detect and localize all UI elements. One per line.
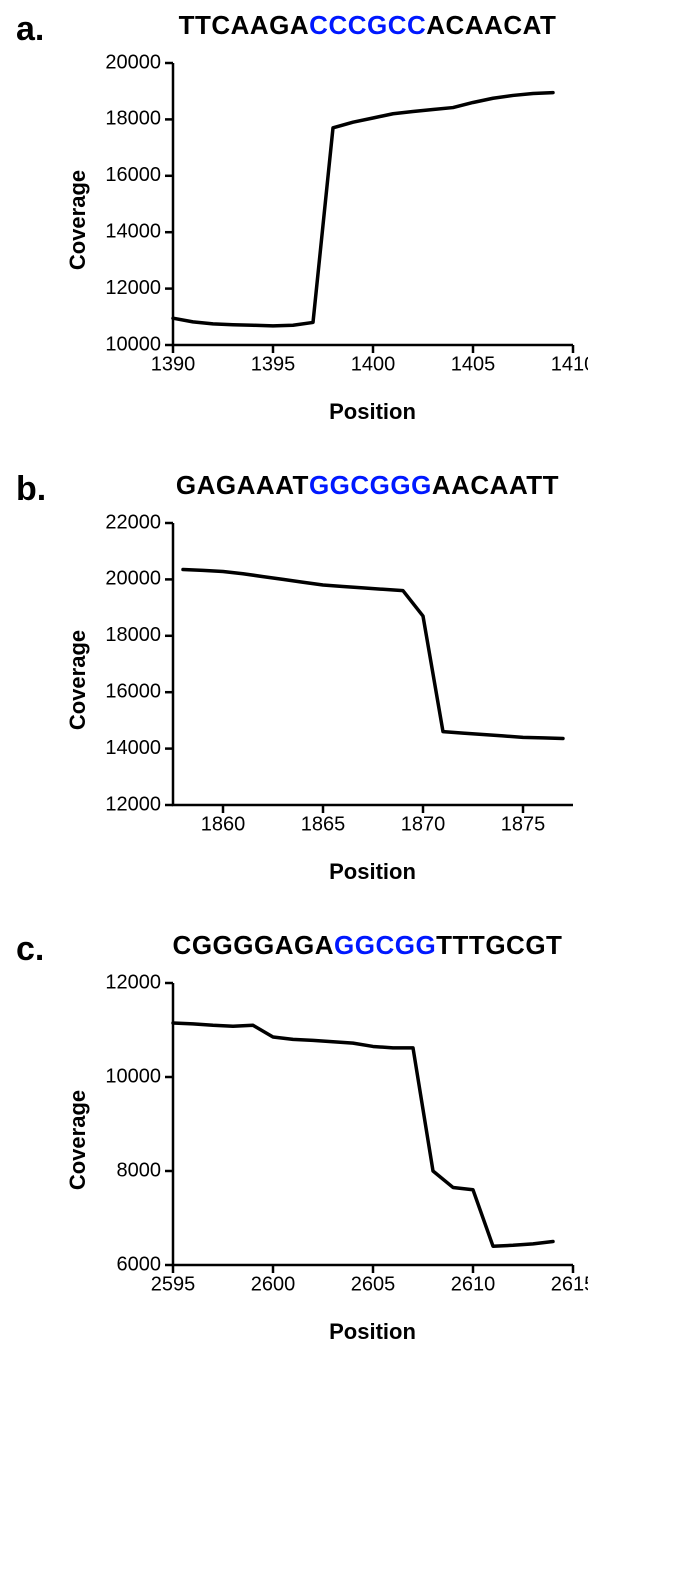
x-axis-label: Position: [88, 399, 588, 425]
x-tick-label: 1400: [350, 354, 395, 376]
x-axis-label: Position: [88, 1319, 588, 1345]
y-tick-label: 8000: [116, 1159, 161, 1181]
x-tick-label: 1875: [500, 814, 545, 836]
y-axis-label: Coverage: [65, 170, 91, 270]
x-tick-label: 1410: [550, 354, 587, 376]
panel-label: b.: [16, 470, 46, 509]
y-tick-label: 20000: [105, 51, 161, 73]
x-tick-label: 1870: [400, 814, 445, 836]
sequence-segment: TTCAAGA: [179, 10, 310, 40]
x-tick-label: 2615: [550, 1274, 587, 1296]
figure-container: a. TTCAAGACCCGCCACAACAT Coverage 10000 12000…: [0, 0, 675, 1375]
panel-c: c. CGGGGAGAGGCGGTTTGCGT Coverage 6000 8000 10…: [10, 930, 665, 1345]
sequence-title: TTCAAGACCCGCCACAACAT: [70, 10, 665, 41]
axis-lines: [173, 63, 573, 345]
panel-label: a.: [16, 10, 44, 49]
x-tick-label: 1405: [450, 354, 495, 376]
x-tick-label: 2610: [450, 1274, 495, 1296]
y-tick-label: 22000: [105, 511, 161, 533]
panel-b: b. GAGAAATGGCGGGAACAATT Coverage 12000 14000…: [10, 470, 665, 885]
sequence-segment: ACAACAT: [426, 10, 556, 40]
y-tick-label: 12000: [105, 793, 161, 815]
y-tick-label: 14000: [105, 220, 161, 242]
x-tick-label: 1395: [250, 354, 295, 376]
data-line: [173, 1023, 553, 1246]
y-tick-label: 16000: [105, 680, 161, 702]
sequence-segment: CCCGCC: [309, 10, 426, 40]
chart-svg: 10000 12000 14000 16000 18000 20000 1390 1395 14…: [88, 45, 588, 395]
x-axis-label: Position: [88, 859, 588, 885]
y-tick-label: 18000: [105, 108, 161, 130]
sequence-segment: GAGAAAT: [176, 470, 309, 500]
y-tick-label: 14000: [105, 737, 161, 759]
sequence-segment: TTTGCGT: [436, 930, 562, 960]
plot-area: Coverage12000140001600018000200002200018…: [88, 505, 588, 855]
y-tick-label: 12000: [105, 971, 161, 993]
panel-label: c.: [16, 930, 44, 969]
y-tick-label: 10000: [105, 333, 161, 355]
x-tick-label: 1390: [150, 354, 195, 376]
data-line: [183, 570, 563, 739]
x-tick-label: 1865: [300, 814, 345, 836]
sequence-segment: GGCGGG: [309, 470, 432, 500]
panel-a: a. TTCAAGACCCGCCACAACAT Coverage 10000 12000…: [10, 10, 665, 425]
axis-lines: [173, 523, 573, 805]
y-axis-label: Coverage: [65, 1090, 91, 1190]
y-tick-label: 10000: [105, 1065, 161, 1087]
x-tick-label: 1860: [200, 814, 245, 836]
data-line: [173, 93, 553, 326]
sequence-segment: AACAATT: [432, 470, 559, 500]
plot-area: Coverage10000120001400016000180002000013…: [88, 45, 588, 395]
y-tick-label: 6000: [116, 1253, 161, 1275]
y-tick-label: 16000: [105, 164, 161, 186]
y-tick-label: 12000: [105, 277, 161, 299]
y-tick-label: 20000: [105, 568, 161, 590]
plot-area: Coverage60008000100001200025952600260526…: [88, 965, 588, 1315]
chart-svg: 6000 8000 10000 12000 2595 2600 2605 2610 2615: [88, 965, 588, 1315]
y-axis-label: Coverage: [65, 630, 91, 730]
sequence-segment: GGCGG: [334, 930, 436, 960]
sequence-title: CGGGGAGAGGCGGTTTGCGT: [70, 930, 665, 961]
y-tick-label: 18000: [105, 624, 161, 646]
x-tick-label: 2605: [350, 1274, 395, 1296]
x-tick-label: 2595: [150, 1274, 195, 1296]
x-tick-label: 2600: [250, 1274, 295, 1296]
sequence-segment: CGGGGAGA: [173, 930, 334, 960]
sequence-title: GAGAAATGGCGGGAACAATT: [70, 470, 665, 501]
chart-svg: 12000 14000 16000 18000 20000 22000 1860 1865 18…: [88, 505, 588, 855]
